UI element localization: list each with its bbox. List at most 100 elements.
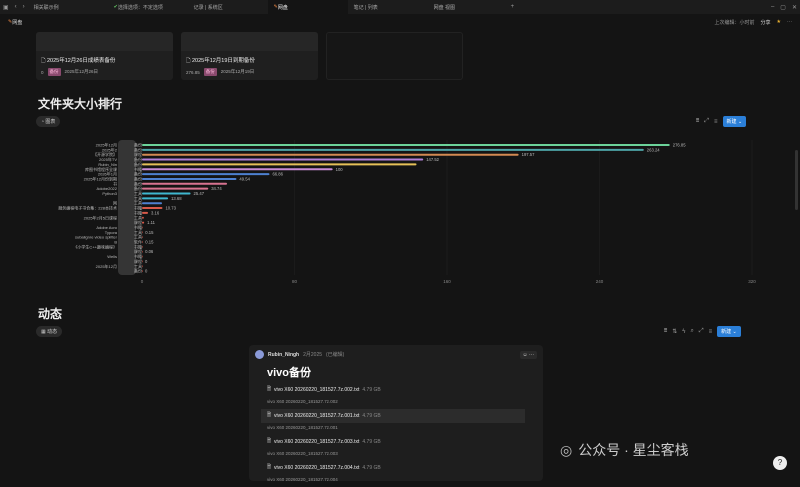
bar: [142, 197, 169, 200]
bar: [142, 231, 143, 234]
bar: [142, 270, 143, 273]
file-desc: vivo X60 20260220_181527.7z.002: [267, 399, 338, 404]
view-tab-feed[interactable]: ▦ 动态: [36, 326, 63, 337]
blurred-region: [118, 140, 136, 275]
bar: [142, 177, 237, 180]
tag-label: 备份: [134, 175, 142, 181]
category-label: Python3: [102, 191, 117, 196]
data-label: 0.15: [145, 230, 154, 235]
minimize-icon[interactable]: –: [770, 4, 775, 10]
category-label: 【开源学院】: [93, 151, 117, 157]
bar: [142, 226, 143, 229]
tab[interactable]: ✔ 选择选项：不定选项: [113, 4, 163, 11]
tag-label: 书籍: [134, 205, 142, 211]
page-header: ✎ 网盘 上次编辑：小时前 分享 ★ ···: [8, 16, 792, 28]
tab[interactable]: 网盘 视图: [433, 4, 456, 11]
new-label: 新建: [726, 119, 737, 125]
tag-label: 工具: [134, 263, 142, 269]
file-link[interactable]: 🗎 vivo X60 20260220_181527.7z.001.txt 4.79…: [261, 409, 525, 423]
bar: [142, 158, 424, 161]
category-label: subalignre video splitter: [75, 235, 118, 240]
filter-icon[interactable]: ⩩: [664, 328, 668, 334]
data-label: 34.74: [211, 186, 222, 191]
search-icon[interactable]: ⌕: [690, 328, 694, 334]
tag-badge: 备份: [47, 68, 61, 76]
sort-icon[interactable]: ⇅: [672, 329, 678, 335]
forward-icon[interactable]: ›: [22, 4, 25, 10]
expand-icon[interactable]: ⤢: [698, 328, 704, 334]
settings-icon[interactable]: ≡: [714, 118, 718, 125]
data-label: 0: [145, 259, 148, 264]
back-icon[interactable]: ‹: [14, 4, 17, 10]
post-title: vivo备份: [267, 367, 312, 379]
page-icon: ✎: [8, 19, 13, 25]
author[interactable]: Rubin_Ningh: [268, 351, 300, 358]
tab[interactable]: 笔记 | 列表: [353, 4, 378, 11]
file-link[interactable]: 🗎 vivo X60 20260220_181527.7z.004.txt 4.79…: [261, 461, 543, 475]
data-label: 197.57: [522, 152, 535, 157]
tag-label: 课程: [134, 151, 142, 157]
file-name: vivo X60 20260220_181527.7z.002.txt: [274, 387, 360, 393]
file-link[interactable]: 🗎 vivo X60 20260220_181527.7z.003.txt 4.79…: [261, 435, 543, 449]
maximize-icon[interactable]: ▢: [780, 4, 786, 11]
tag-label: 书籍: [134, 209, 142, 215]
gallery-card[interactable]: 🗋 2025年12月26日成绩表备份 0 备份 2025年12月26日: [36, 32, 173, 80]
new-tab-icon[interactable]: +: [510, 4, 515, 10]
category-label: 《小学生C++趣味编程》: [73, 243, 117, 249]
file-desc: vivo X60 20260220_181527.7z.004: [267, 477, 338, 482]
star-icon[interactable]: ★: [776, 19, 781, 25]
file-size: 4.79 GB: [362, 387, 381, 393]
tab[interactable]: 记录 | 系统区: [193, 4, 223, 11]
gallery-card-empty[interactable]: [326, 32, 463, 80]
data-label: 66.86: [272, 172, 283, 177]
breadcrumb[interactable]: 网盘: [12, 19, 23, 26]
category-label: 2025年2月5日课程: [84, 214, 117, 220]
data-label: 1.11: [147, 220, 156, 225]
expand-icon[interactable]: ⤢: [704, 118, 710, 124]
view-label: 动态: [47, 329, 58, 335]
tag-label: 书籍: [134, 224, 142, 230]
view-toolbar: ⩩ ⤢ ≡ 新建 ⌄: [696, 116, 747, 127]
bar: [142, 202, 163, 205]
settings-icon[interactable]: ≡: [708, 328, 713, 335]
section-title: 文件夹大小排行: [38, 97, 123, 111]
tag-label: 工具: [134, 190, 142, 196]
card-title: 2025年12月26日成绩表备份: [46, 58, 116, 64]
gallery-card[interactable]: 🗋 2025年12月19日到期备份 276.85 备份 2025年12月19日: [181, 32, 318, 80]
help-button[interactable]: ?: [773, 456, 787, 470]
bar: [142, 216, 144, 219]
file-size: 4.79 GB: [362, 413, 381, 419]
tag-label: 备份: [134, 161, 142, 167]
bar: [142, 221, 145, 224]
more-icon[interactable]: ···: [787, 19, 792, 25]
data-label: 147.52: [426, 157, 439, 162]
category-label: 2025年2: [102, 146, 118, 152]
scrollbar[interactable]: [795, 150, 798, 210]
share-button[interactable]: 分享: [760, 19, 771, 26]
x-tick-label: 0: [141, 279, 144, 284]
tag-badge: 备份: [203, 68, 217, 76]
tab[interactable]: 相关联示例: [33, 4, 59, 11]
new-button[interactable]: 新建 ⌄: [722, 116, 747, 127]
bar: [142, 173, 270, 176]
data-label: 263.24: [647, 147, 660, 152]
close-icon[interactable]: ✕: [791, 4, 797, 11]
view-tab-chart[interactable]: ◔ 图表: [36, 116, 61, 127]
sidebar-toggle-icon[interactable]: ▣: [3, 4, 9, 11]
category-label: 2025年12月: [96, 142, 117, 148]
bolt-icon[interactable]: ϟ: [682, 328, 686, 335]
bar: [142, 153, 519, 156]
new-button[interactable]: 新建 ⌄: [717, 326, 741, 337]
tag-label: 工具: [134, 200, 142, 206]
filter-icon[interactable]: ⩩: [696, 118, 700, 124]
data-label: 10.73: [165, 206, 176, 211]
file-desc: vivo X60 20260220_181527.7z.003: [267, 451, 338, 456]
bar: [142, 148, 644, 151]
file-size: 4.79 GB: [362, 439, 381, 445]
file-link[interactable]: 🗎 vivo X60 20260220_181527.7z.002.txt 4.79…: [261, 383, 543, 397]
reaction-more-button[interactable]: ☺ ···: [519, 350, 537, 359]
tag-label: 工具: [134, 195, 142, 201]
category-label: 2025年12月份到期: [84, 175, 117, 181]
tab-active[interactable]: ✎ 网盘: [267, 0, 348, 14]
card-date: 2025年12月19日: [220, 69, 255, 74]
